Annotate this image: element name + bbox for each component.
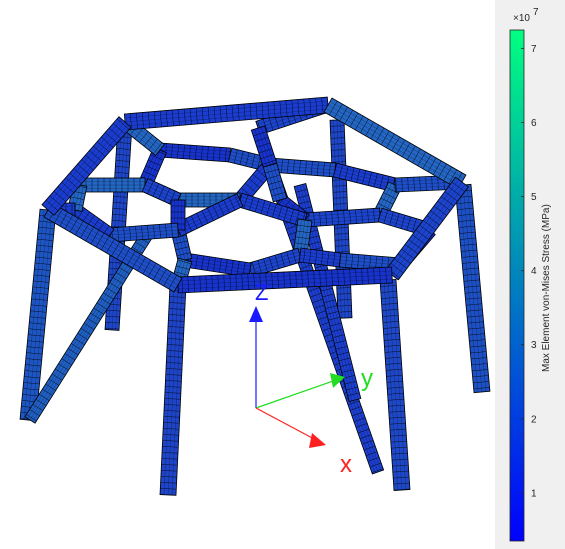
colorbar[interactable]: 1 2 3 4 5 6 7 ×10 7 Max Element von-Mises Stre… xyxy=(495,0,565,549)
x-axis-line xyxy=(255,407,317,441)
honeycomb-beam xyxy=(304,207,381,228)
y-axis-label: y xyxy=(361,365,373,392)
colorbar-panel: 1 2 3 4 5 6 7 ×10 7 Max Element von-Mises Stre… xyxy=(495,0,565,549)
x-axis-arrowhead xyxy=(309,433,326,448)
honeycomb-beam xyxy=(109,222,179,243)
colorbar-ticks: 1 2 3 4 5 6 7 xyxy=(521,44,537,499)
colorbar-exponent-base: ×10 xyxy=(513,13,530,24)
frame-leg xyxy=(159,284,187,496)
colorbar-title: Max Element von-Mises Stress (MPa) xyxy=(541,204,552,372)
outer-hexagon-beam xyxy=(177,266,393,294)
frame-leg xyxy=(454,183,491,394)
outer-hexagon-beam xyxy=(323,97,467,190)
honeycomb-beam xyxy=(159,142,231,163)
hexagonal-frame-beams xyxy=(41,96,469,294)
colorbar-tick-label: 4 xyxy=(531,266,537,277)
x-axis-label: x xyxy=(340,451,352,478)
3d-model-viewport[interactable]: Z y x xyxy=(0,0,495,549)
outer-hexagon-beam xyxy=(43,202,183,293)
colorbar-gradient xyxy=(509,29,525,542)
outer-hexagon-beam xyxy=(41,116,132,216)
honeycomb-beam xyxy=(250,125,278,168)
y-axis-arrowhead xyxy=(330,373,345,388)
coordinate-axes: Z y x xyxy=(249,280,373,478)
colorbar-exponent: 7 xyxy=(533,7,539,18)
colorbar-tick-label: 6 xyxy=(531,118,537,129)
honeycomb-beam xyxy=(298,247,342,268)
colorbar-tick-label: 1 xyxy=(531,488,537,499)
frame-legs xyxy=(19,119,491,496)
colorbar-tick-label: 5 xyxy=(531,192,537,203)
honeycomb-beam xyxy=(79,177,146,193)
honeycomb-beam xyxy=(237,192,308,228)
z-axis-label: Z xyxy=(255,280,268,305)
honeycomb-beam xyxy=(183,252,252,278)
colorbar-tick-label: 2 xyxy=(531,414,537,425)
outer-hexagon-beam xyxy=(123,96,330,131)
colorbar-tick-label: 7 xyxy=(531,44,537,55)
z-axis-arrowhead xyxy=(249,306,263,322)
colorbar-tick-label: 3 xyxy=(531,340,537,351)
y-axis-line xyxy=(255,379,337,409)
frame-leg xyxy=(379,279,411,491)
